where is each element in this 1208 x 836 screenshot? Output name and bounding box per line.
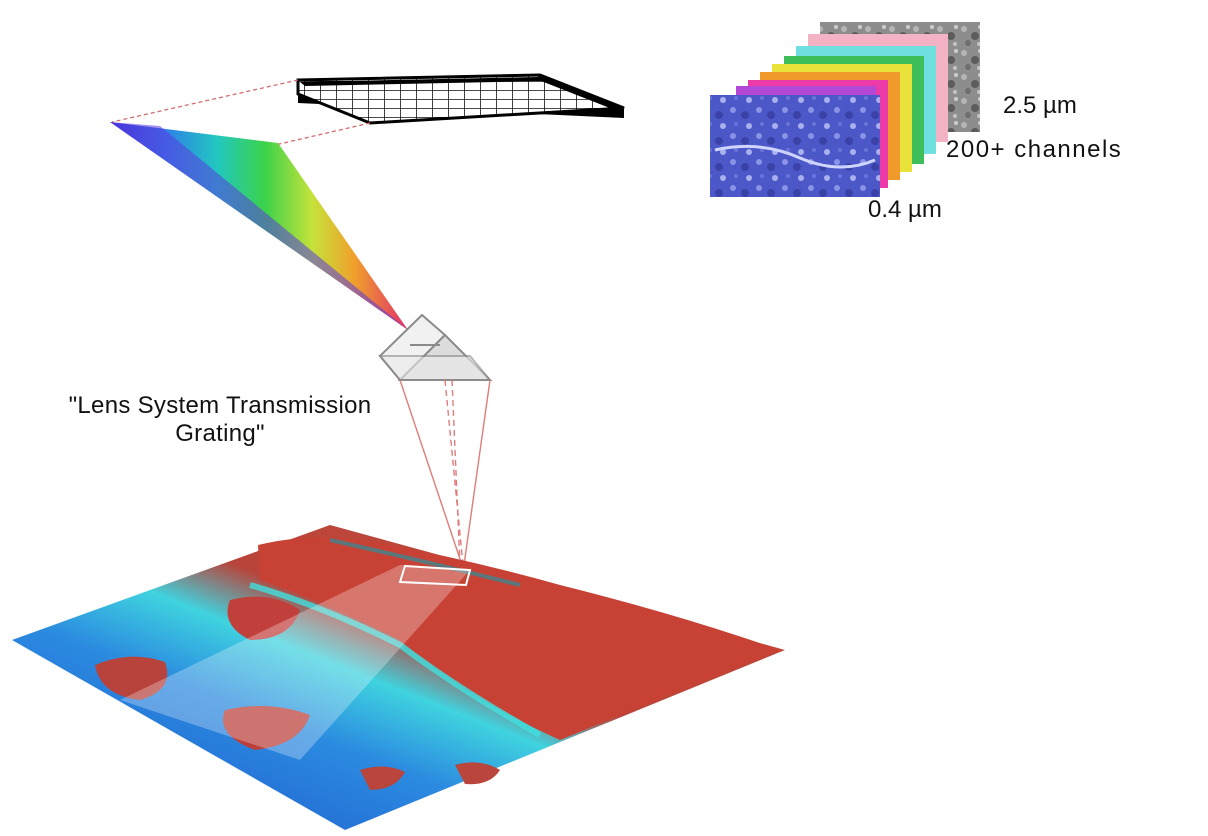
satellite-scene-icon xyxy=(12,525,785,830)
wavelength-min-label: 0.4 µm xyxy=(868,196,942,223)
wavelength-max-label: 2.5 µm xyxy=(1003,92,1077,119)
beam-lines xyxy=(399,379,491,566)
hyperspectral-cube-icon xyxy=(710,22,980,197)
lens-system-label: "Lens System Transmission Grating" xyxy=(68,392,372,447)
spectrum-fan-icon xyxy=(110,122,408,330)
detector-array-icon xyxy=(296,73,625,125)
channels-label: 200+ channels xyxy=(946,136,1123,163)
projection-lines xyxy=(111,79,371,146)
prism-icon xyxy=(377,313,493,382)
